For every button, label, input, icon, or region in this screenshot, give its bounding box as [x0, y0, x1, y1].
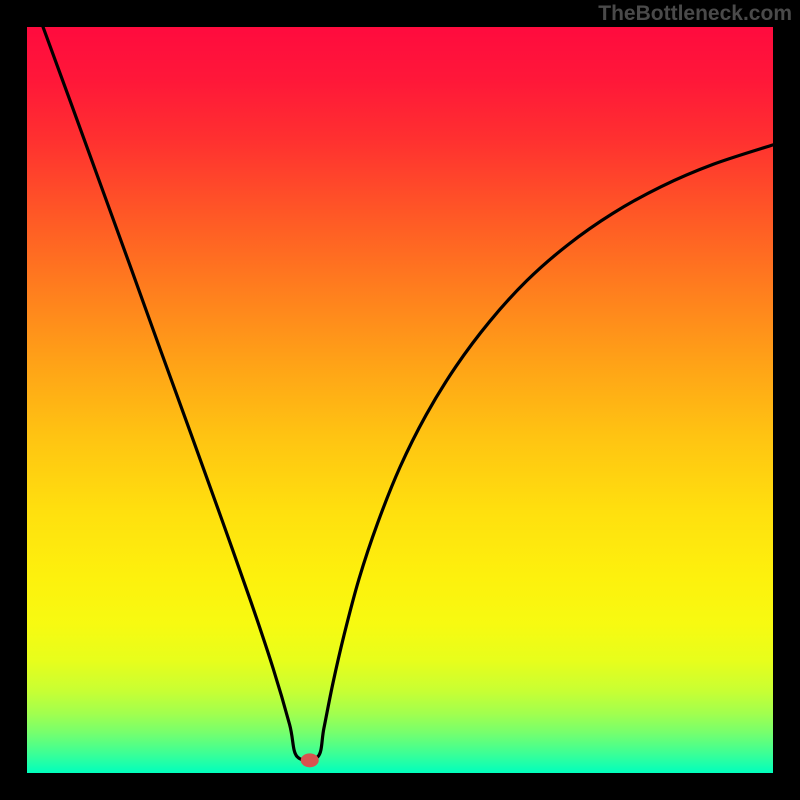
optimal-point-marker	[301, 753, 319, 767]
gradient-background	[27, 27, 773, 773]
bottleneck-chart: TheBottleneck.com	[0, 0, 800, 800]
chart-svg	[0, 0, 800, 800]
watermark-text: TheBottleneck.com	[598, 2, 792, 26]
